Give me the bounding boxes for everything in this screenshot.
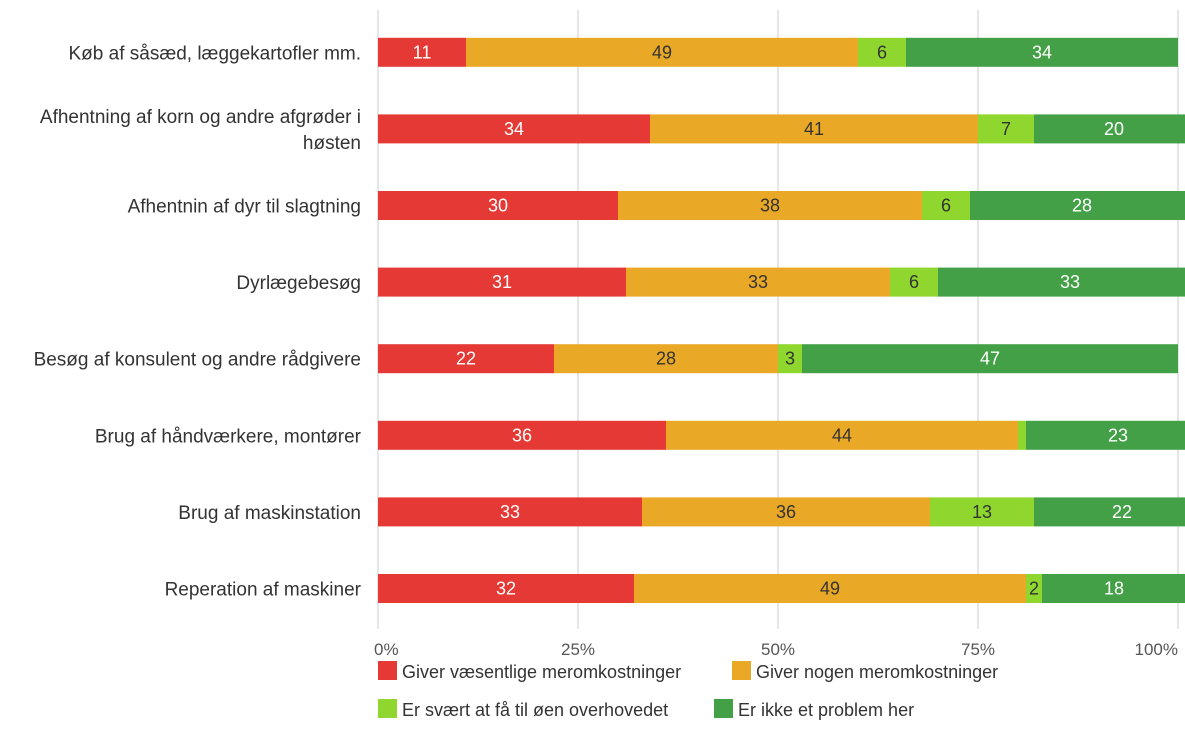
legend-swatch <box>378 661 397 680</box>
bar-segment <box>378 497 642 527</box>
data-label: 49 <box>652 42 672 62</box>
category-labels: Køb af såsæd, læggekartofler mm. Afhentni… <box>34 43 362 600</box>
category-label: Afhentning af korn og andre afgrøder i <box>40 107 361 128</box>
bar-segment <box>634 574 1026 603</box>
bar-segment <box>378 114 650 144</box>
x-tick-label: 50% <box>761 640 795 659</box>
bar-segment <box>778 344 802 374</box>
data-label: 36 <box>512 425 532 445</box>
data-label: 13 <box>972 502 992 522</box>
bar-segment <box>1018 420 1026 450</box>
data-label: 47 <box>980 349 1000 369</box>
legend-swatch <box>378 699 397 718</box>
bar-segment <box>1026 574 1042 603</box>
category-label: Afhentnin af dyr til slagtning <box>128 197 361 218</box>
bar-segment <box>938 267 1185 297</box>
bar-segment <box>906 37 1178 67</box>
bar-segment <box>378 37 466 67</box>
data-label: 6 <box>877 42 887 62</box>
data-label: 33 <box>500 502 520 522</box>
data-label: 49 <box>820 579 840 599</box>
category-label: Besøg af konsulent og andre rådgivere <box>34 350 361 371</box>
bar-segment <box>922 191 970 220</box>
data-label: 28 <box>656 349 676 369</box>
bar-segment <box>890 267 938 297</box>
category-label: Dyrlægebesøg <box>236 273 361 294</box>
bar-segment <box>378 574 634 603</box>
data-label: 30 <box>488 196 508 216</box>
legend-swatch <box>732 661 751 680</box>
bar-segment <box>378 267 626 297</box>
bar-segment <box>378 344 554 374</box>
gridlines <box>377 10 1179 629</box>
legend: Giver væsentlige meromkostninger Giver no… <box>378 661 998 720</box>
bar-segment <box>378 191 618 220</box>
data-label: 33 <box>1060 272 1080 292</box>
data-label: 44 <box>832 425 852 445</box>
bar-segment <box>858 37 906 67</box>
bar-segment <box>978 114 1034 144</box>
x-tick-label: 100% <box>1135 640 1178 659</box>
x-tick-label: 25% <box>561 640 595 659</box>
data-label: 23 <box>1108 425 1128 445</box>
x-axis-ticks: 0% 25% 50% 75% 100% <box>374 640 1178 659</box>
bar-segment <box>930 497 1034 527</box>
legend-swatch <box>714 699 733 718</box>
x-tick-label: 75% <box>961 640 995 659</box>
data-label: 33 <box>748 272 768 292</box>
bar-segment <box>642 497 930 527</box>
bar-segment <box>970 191 1185 220</box>
bar-segment <box>618 191 922 220</box>
data-label: 6 <box>941 196 951 216</box>
data-label: 38 <box>760 196 780 216</box>
bar-segment <box>666 420 1018 450</box>
data-label: 20 <box>1104 119 1124 139</box>
bar-segment <box>1026 420 1185 450</box>
data-label: 36 <box>776 502 796 522</box>
data-label: 7 <box>1001 119 1011 139</box>
legend-label-giver-v-sentlige-meromkostninger: Giver væsentlige meromkostninger <box>402 662 681 682</box>
data-label: 2 <box>1029 579 1039 599</box>
data-label: 18 <box>1104 579 1124 599</box>
data-label: 28 <box>1072 196 1092 216</box>
category-label: Køb af såsæd, læggekartofler mm. <box>69 43 362 64</box>
category-label: høsten <box>303 133 361 154</box>
bar-segment <box>802 344 1178 374</box>
data-label: 34 <box>1032 42 1052 62</box>
data-label: 41 <box>804 119 824 139</box>
legend-label-giver-nogen-meromkostninger: Giver nogen meromkostninger <box>756 662 998 682</box>
category-label: Brug af maskinstation <box>178 503 361 524</box>
bar-segment <box>378 420 666 450</box>
data-label: 22 <box>456 349 476 369</box>
x-tick-label: 0% <box>374 640 399 659</box>
data-label: 6 <box>909 272 919 292</box>
bar-segment <box>1034 114 1185 144</box>
data-label: 11 <box>413 42 432 62</box>
data-label: 34 <box>504 119 524 139</box>
bar-segment <box>626 267 890 297</box>
data-label: 3 <box>785 349 795 369</box>
bars: 11 49 6 34 34 41 7 20 30 38 6 28 31 33 6 33 22 28 3 47 36 44 2… <box>378 37 1185 603</box>
data-label: 31 <box>492 272 512 292</box>
category-label: Reperation af maskiner <box>165 580 362 601</box>
data-label: 32 <box>496 579 516 599</box>
bar-segment <box>1034 497 1185 527</box>
legend-label-er-sv-rt-at-fa-til-en-overhovedet: Er svært at få til øen overhovedet <box>402 700 668 720</box>
category-label: Brug af håndværkere, montører <box>95 426 362 447</box>
bar-segment <box>1042 574 1185 603</box>
bar-segment <box>466 37 858 67</box>
legend-label-er-ikke-et-problem-her: Er ikke et problem her <box>738 700 914 720</box>
bar-segment <box>554 344 778 374</box>
data-label: 22 <box>1112 502 1132 522</box>
bar-segment <box>650 114 978 144</box>
